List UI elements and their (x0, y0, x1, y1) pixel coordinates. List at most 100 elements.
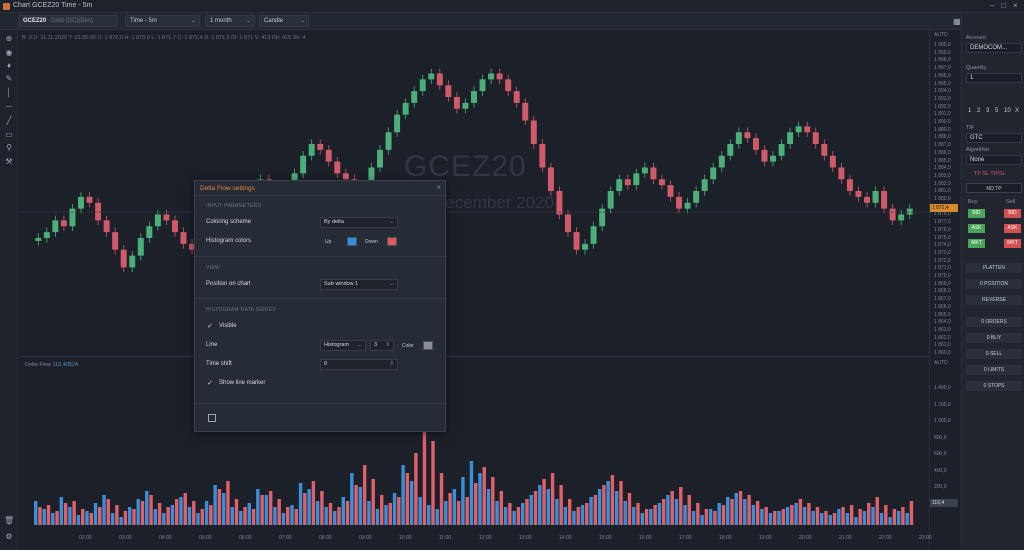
visible-checkbox[interactable]: ✓ (207, 323, 213, 330)
volume-bar-up (102, 495, 106, 525)
candle (650, 167, 657, 180)
ohlc-readout: B: 0 D: 11.11.2020 T: 15:35:00 O: 1 872,… (22, 35, 306, 41)
qty-preset[interactable]: 10 (1004, 108, 1011, 114)
close-icon[interactable]: × (1013, 1, 1018, 10)
stops-button[interactable]: 0 STOPS (966, 381, 1022, 391)
pencil-icon[interactable]: ✎ (5, 74, 13, 83)
sell-orders-button[interactable]: 0 SELL (966, 349, 1022, 359)
dialog-title: Delta Flow settings (200, 185, 255, 192)
minimize-icon[interactable]: – (990, 1, 995, 10)
volume-bar-down (713, 511, 717, 525)
candle (821, 144, 828, 156)
vertical-line-icon[interactable]: │ (6, 88, 12, 97)
maximize-icon[interactable]: □ (1001, 1, 1006, 10)
chevron-down-icon: ⌄ (389, 281, 394, 287)
candle (667, 185, 674, 197)
price-tick-label: 1 875,0 (934, 234, 951, 241)
qty-preset[interactable]: 2 (977, 108, 981, 114)
position-on-chart-select[interactable]: Sub window 1 ⌄ (320, 279, 398, 290)
volume-bar-up (187, 507, 192, 525)
trendline-icon[interactable]: ╱ (6, 116, 12, 125)
sell-market-button[interactable]: MKT (1004, 239, 1021, 248)
quantity-input[interactable]: 1 (966, 73, 1022, 83)
volume-bar-down (183, 493, 187, 525)
volume-bar-up (683, 505, 687, 525)
qty-preset[interactable]: X (1015, 108, 1020, 114)
candle (855, 191, 862, 197)
quantity-label: Quantity (966, 65, 987, 71)
candle (60, 220, 67, 227)
line-label: Line (206, 342, 218, 348)
chart-area[interactable] (19, 30, 929, 550)
volume-bar-down (55, 511, 59, 525)
buy-orders-button[interactable]: 0 BUY (966, 333, 1022, 343)
limits-button[interactable]: 0 LIMITS (966, 365, 1022, 375)
range-selector[interactable]: 1 month ⌄ (205, 15, 255, 27)
candle (727, 144, 734, 156)
line-color-swatch[interactable] (423, 341, 433, 350)
coloring-scheme-select[interactable]: By delta ⌄ (320, 217, 398, 228)
tp-sl-toggle[interactable]: TP SL TP/SL (974, 171, 1006, 177)
no-tp-button[interactable]: NO TP (966, 183, 1022, 193)
down-color-swatch[interactable] (387, 237, 397, 246)
timeframe-selector[interactable]: Time - 5m ⌄ (125, 15, 200, 27)
qty-preset[interactable]: 3 (986, 108, 990, 114)
reverse-button[interactable]: REVERSE (966, 295, 1022, 305)
tif-select[interactable]: GTC (966, 133, 1022, 143)
bell-icon[interactable]: ♦ (6, 61, 12, 70)
close-icon[interactable]: × (436, 183, 441, 192)
horizontal-line-icon[interactable]: ─ (6, 102, 12, 111)
sell-bid-button[interactable]: BID (1004, 209, 1021, 218)
candle (838, 167, 845, 180)
volume-bar-down (824, 511, 828, 525)
position-button[interactable]: 0 POSITION (966, 279, 1022, 289)
price-axis[interactable]: AUTO 1 900,0 1 899,0 1 898,0 1 897,0 1 896,0 1… (929, 30, 961, 550)
chart-style-selector[interactable]: Candle ⌄ (259, 15, 309, 27)
orders-button[interactable]: 0 ORDERS (966, 317, 1022, 327)
volume-bar-down (696, 503, 700, 525)
line-width-stepper[interactable]: 3 ⇕ (370, 340, 394, 351)
volume-bar-up (854, 517, 858, 525)
pane-divider[interactable] (19, 356, 929, 357)
show-marker-checkbox[interactable]: ✓ (207, 380, 213, 387)
buy-bid-button[interactable]: BID (968, 209, 985, 218)
candle (889, 208, 896, 221)
magnet-icon[interactable]: ⚲ (6, 143, 12, 152)
candle (453, 97, 460, 109)
sell-ask-button[interactable]: ASK (1004, 224, 1021, 233)
flatten-button[interactable]: FLATTEN (966, 263, 1022, 273)
crosshair-icon[interactable]: ⊕ (5, 34, 13, 43)
volume-bar-up (333, 511, 337, 525)
grid-icon[interactable]: ▦ (953, 17, 961, 26)
time-shift-input[interactable]: 0 ⇕ (320, 359, 398, 370)
time-axis[interactable]: 02:00 03:00 04:00 05:00 06:00 07:00 08:00 09:00… (19, 530, 932, 550)
volume-bar-down (345, 501, 350, 525)
volume-bar-down (320, 491, 324, 525)
algorithm-select[interactable]: None (966, 155, 1022, 165)
trash-icon[interactable]: 🗑 (4, 516, 15, 525)
time-tick-label: 23:00 (919, 535, 932, 541)
volume-bar-down (431, 441, 435, 525)
price-tick-label: 1 863,0 (934, 326, 951, 333)
symbol-selector[interactable]: GCEZ20 Gold (GC)(Dec) (18, 15, 118, 27)
candle (496, 73, 503, 80)
rectangle-icon[interactable]: ▭ (5, 130, 13, 139)
candle (35, 238, 42, 241)
settings-icon[interactable]: ⚙ (5, 532, 13, 541)
volume-bar-down (380, 495, 384, 525)
up-color-swatch[interactable] (347, 237, 357, 246)
account-select[interactable]: DEMOCOM... (966, 43, 1022, 53)
buy-market-button[interactable]: MKT (968, 239, 985, 248)
volume-bar-down (542, 479, 546, 525)
buy-ask-button[interactable]: ASK (968, 224, 985, 233)
qty-preset[interactable]: 1 (968, 108, 972, 114)
chart-canvas[interactable] (19, 30, 929, 550)
candle (906, 208, 913, 215)
save-template-icon[interactable] (208, 414, 216, 422)
candle (112, 232, 119, 250)
qty-preset[interactable]: 5 (995, 108, 999, 114)
database-icon[interactable]: ◉ (5, 48, 13, 57)
tools-icon[interactable]: ⚒ (5, 157, 13, 166)
line-style-select[interactable]: Histogram ⌄ (320, 340, 366, 351)
volume-bar-down (525, 499, 529, 525)
